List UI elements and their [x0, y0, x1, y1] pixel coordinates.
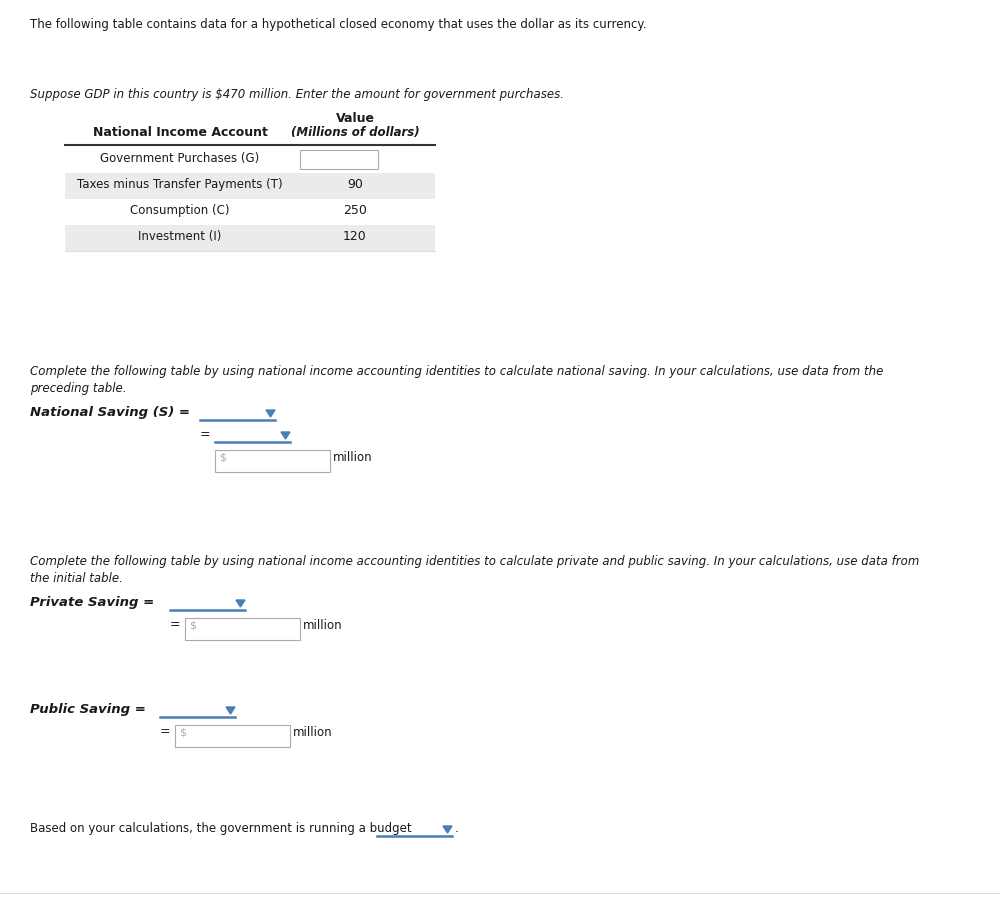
Text: Public Saving =: Public Saving = — [30, 703, 146, 716]
Text: $: $ — [219, 452, 226, 462]
Text: Complete the following table by using national income accounting identities to c: Complete the following table by using na… — [30, 555, 919, 568]
Bar — [65, 173, 435, 199]
Bar — [65, 225, 435, 251]
Text: million: million — [333, 451, 373, 464]
Text: Taxes minus Transfer Payments (T): Taxes minus Transfer Payments (T) — [77, 178, 283, 191]
Text: Investment (I): Investment (I) — [138, 230, 222, 243]
Text: Consumption (C): Consumption (C) — [130, 204, 230, 217]
Text: preceding table.: preceding table. — [30, 382, 126, 395]
Text: Value: Value — [336, 112, 374, 125]
Text: National Saving (S) =: National Saving (S) = — [30, 406, 190, 419]
Text: Suppose GDP in this country is $470 million. Enter the amount for government pur: Suppose GDP in this country is $470 mill… — [30, 88, 564, 101]
Bar — [300, 150, 378, 169]
Text: Complete the following table by using national income accounting identities to c: Complete the following table by using na… — [30, 365, 883, 378]
Text: =: = — [160, 725, 171, 738]
Text: Private Saving =: Private Saving = — [30, 596, 154, 609]
Text: million: million — [303, 619, 343, 632]
Bar — [175, 725, 290, 747]
Text: $: $ — [179, 727, 186, 737]
Text: =: = — [200, 428, 211, 441]
Text: Government Purchases (G): Government Purchases (G) — [100, 152, 260, 165]
Text: 250: 250 — [343, 204, 367, 217]
Bar — [185, 618, 300, 640]
Text: 90: 90 — [347, 178, 363, 191]
Polygon shape — [443, 826, 452, 833]
Text: =: = — [170, 618, 181, 631]
Text: The following table contains data for a hypothetical closed economy that uses th: The following table contains data for a … — [30, 18, 646, 31]
Text: .: . — [455, 822, 459, 835]
Text: $: $ — [189, 620, 196, 630]
Polygon shape — [266, 410, 275, 417]
Bar — [215, 450, 330, 472]
Text: 120: 120 — [343, 230, 367, 243]
Text: the initial table.: the initial table. — [30, 572, 123, 585]
Polygon shape — [226, 707, 235, 714]
Polygon shape — [236, 600, 245, 607]
Polygon shape — [281, 432, 290, 439]
Text: (Millions of dollars): (Millions of dollars) — [291, 126, 419, 139]
Text: Based on your calculations, the government is running a budget: Based on your calculations, the governme… — [30, 822, 412, 835]
Text: National Income Account: National Income Account — [93, 126, 267, 139]
Text: million: million — [293, 726, 333, 739]
